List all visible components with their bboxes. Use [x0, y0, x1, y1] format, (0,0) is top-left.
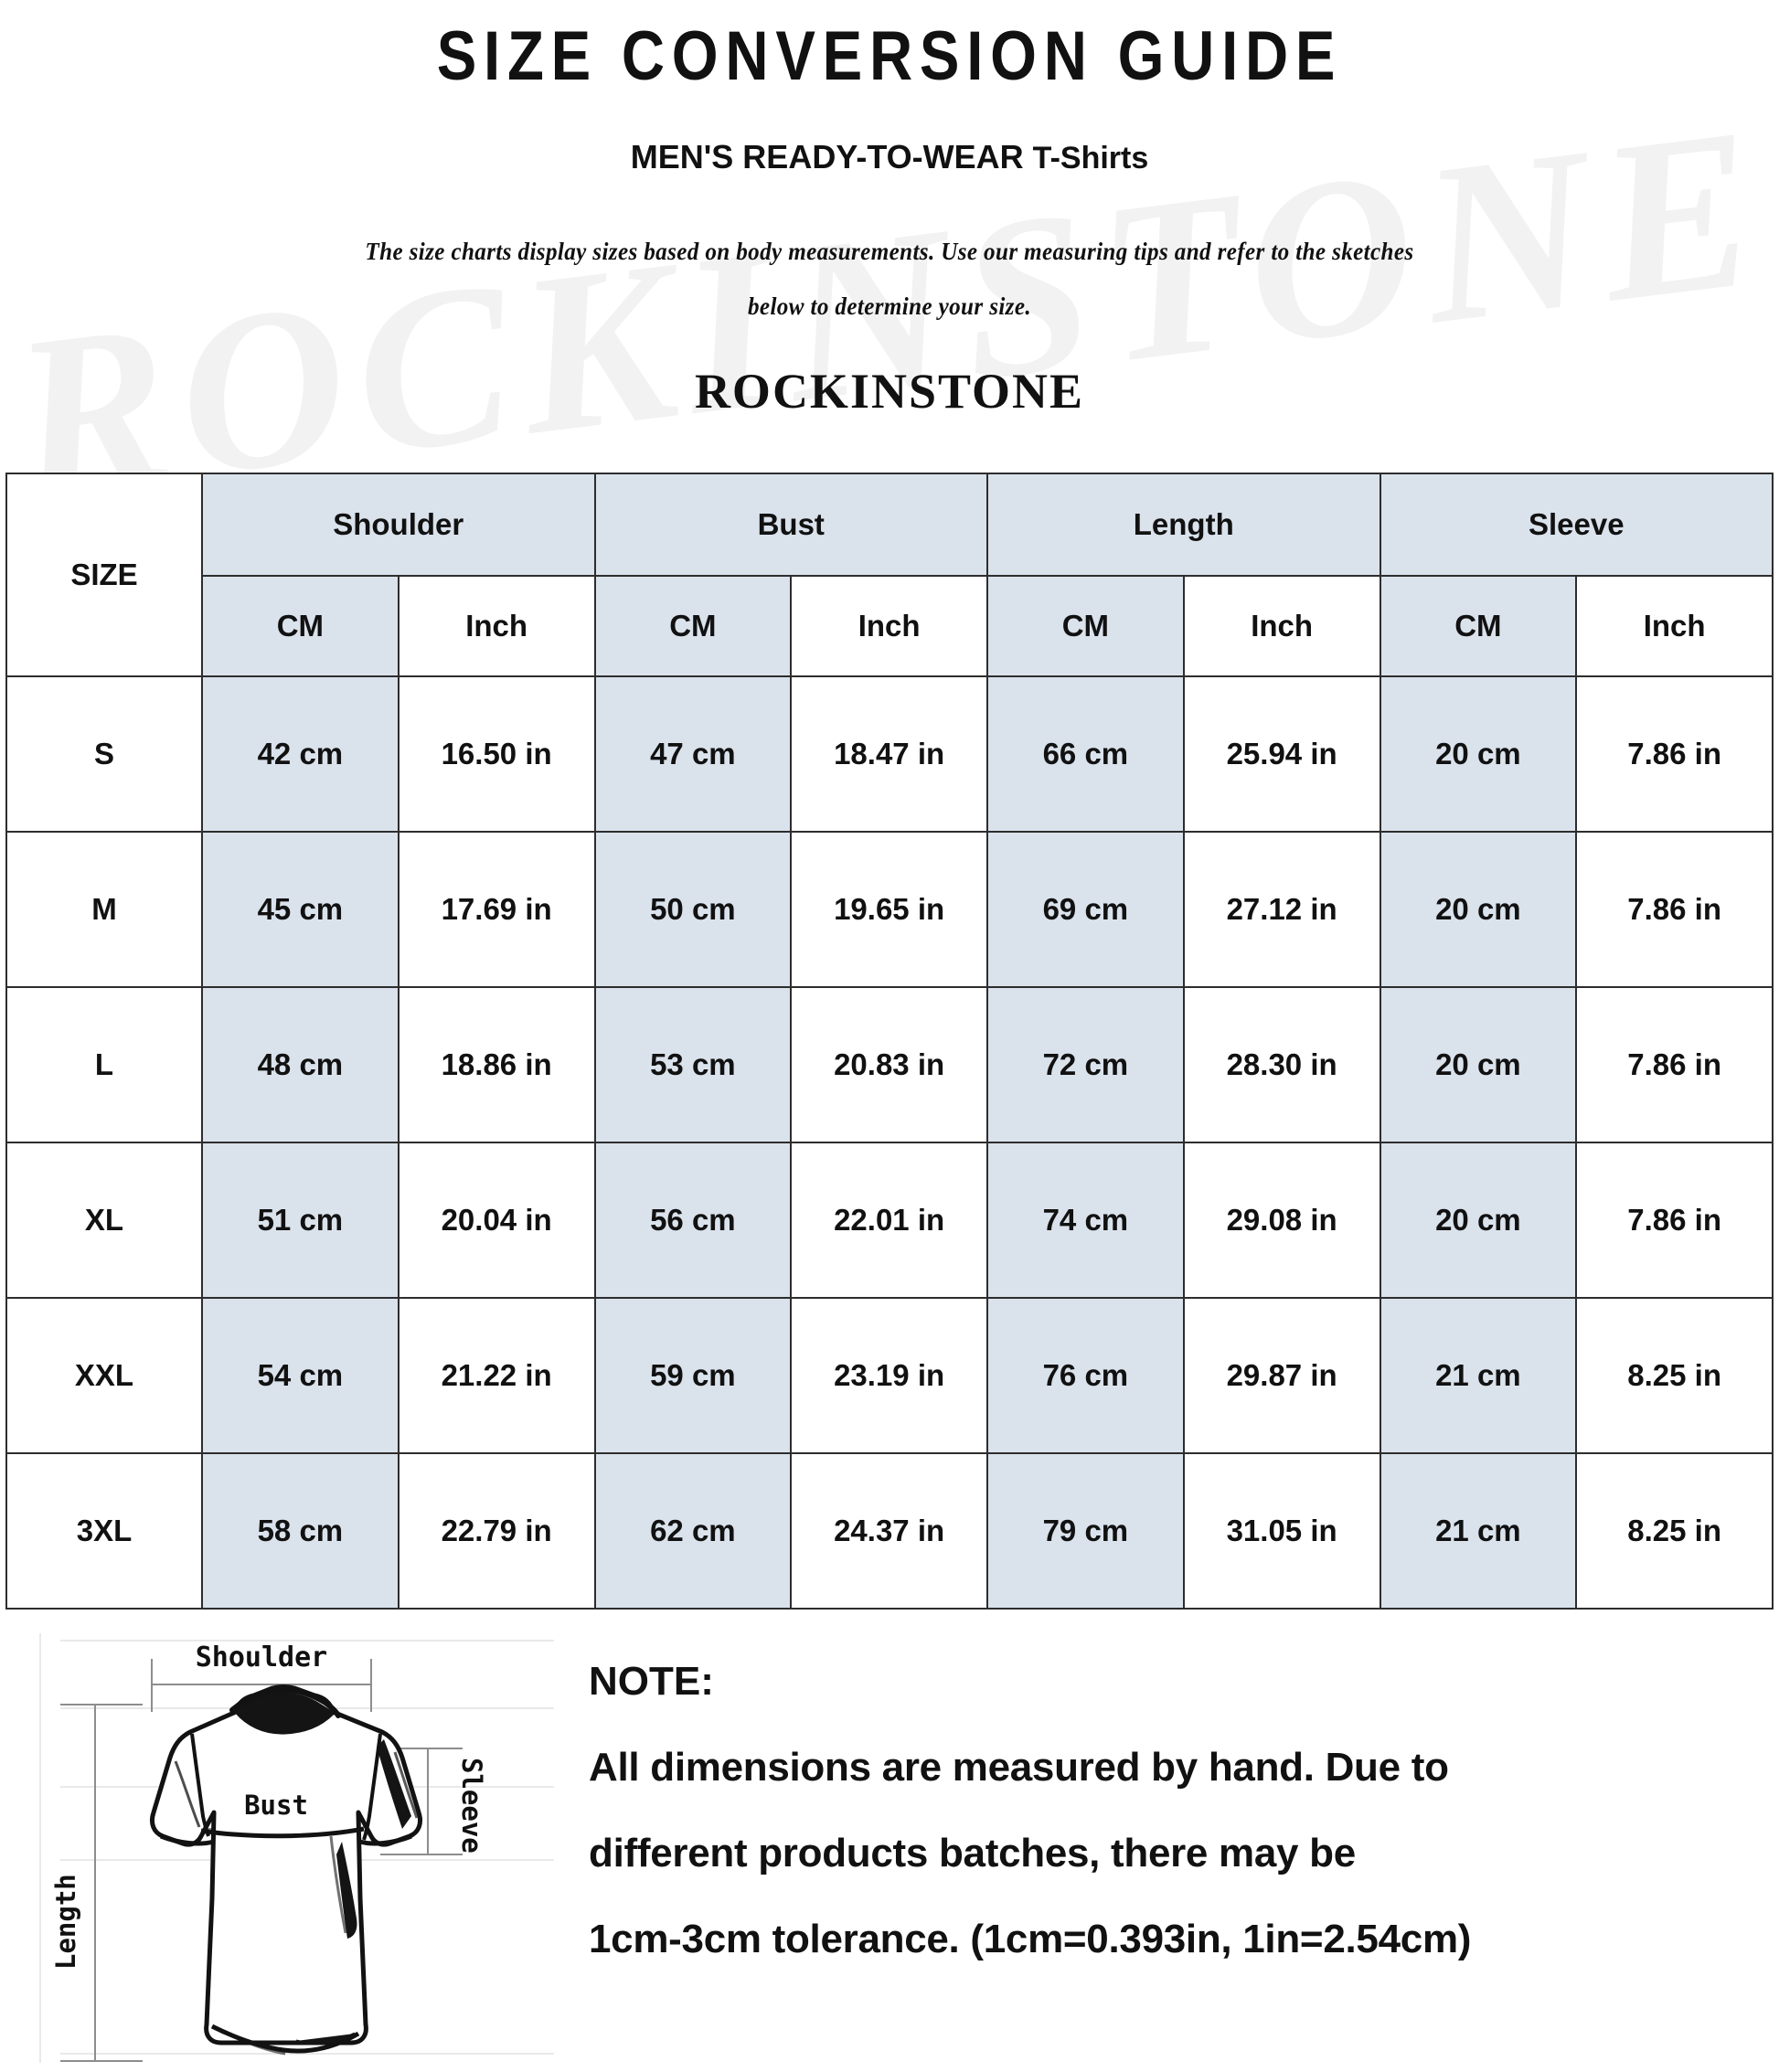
diagram-label-bust: Bust	[244, 1790, 308, 1821]
cell-length-inch: 25.94 in	[1182, 675, 1381, 833]
cell-length-inch: 29.87 in	[1182, 1297, 1381, 1454]
cell-bust-inch: 18.47 in	[790, 675, 988, 833]
note-block: NOTE: All dimensions are measured by han…	[572, 1624, 1779, 1962]
unit-sleeve-cm: CM	[1379, 575, 1578, 677]
cell-size: L	[5, 986, 203, 1143]
diagram-label-length: Length	[50, 1874, 81, 1970]
cell-shoulder-inch: 20.04 in	[397, 1142, 596, 1299]
unit-length-inch: Inch	[1182, 575, 1381, 677]
cell-sleeve-inch: 8.25 in	[1575, 1452, 1774, 1610]
unit-sleeve-inch: Inch	[1575, 575, 1774, 677]
page-subtitle: MEN'S READY-TO-WEAR T-Shirts	[0, 138, 1779, 176]
diagram-label-shoulder: Shoulder	[196, 1642, 328, 1674]
table-row: 3XL 58 cm 22.79 in 62 cm 24.37 in 79 cm …	[5, 1452, 1774, 1610]
subtitle-category: MEN'S READY-TO-WEAR	[630, 138, 1024, 175]
size-conversion-table: SIZE Shoulder Bust Length Sleeve CM Inch…	[5, 473, 1774, 1610]
header-bust: Bust	[593, 473, 988, 577]
brand-name: ROCKINSTONE	[694, 364, 1085, 419]
note-line-1: All dimensions are measured by hand. Due…	[589, 1745, 1449, 1790]
cell-bust-inch: 24.37 in	[790, 1452, 988, 1610]
cell-bust-cm: 62 cm	[593, 1452, 793, 1610]
size-guide-page: SIZE CONVERSION GUIDE MEN'S READY-TO-WEA…	[0, 16, 1779, 2072]
table-row: M 45 cm 17.69 in 50 cm 19.65 in 69 cm 27…	[5, 831, 1774, 988]
note-line-3: 1cm-3cm tolerance. (1cm=0.393in, 1in=2.5…	[589, 1917, 1472, 1961]
header-length: Length	[986, 473, 1381, 577]
table-row: L 48 cm 18.86 in 53 cm 20.83 in 72 cm 28…	[5, 986, 1774, 1143]
note-line-2: different products batches, there may be	[589, 1831, 1356, 1875]
cell-sleeve-inch: 7.86 in	[1575, 986, 1774, 1143]
cell-sleeve-cm: 21 cm	[1379, 1452, 1578, 1610]
table-header-group-row: SIZE Shoulder Bust Length Sleeve	[5, 473, 1774, 677]
cell-bust-cm: 50 cm	[593, 831, 793, 988]
table-row: XXL 54 cm 21.22 in 59 cm 23.19 in 76 cm …	[5, 1297, 1774, 1454]
cell-length-cm: 76 cm	[986, 1297, 1185, 1454]
cell-shoulder-inch: 16.50 in	[397, 675, 596, 833]
table-header-unit-row: CM Inch CM Inch CM Inch CM Inch	[6, 575, 1774, 677]
diagram-label-sleeve: Sleeve	[456, 1758, 487, 1854]
table-row: XL 51 cm 20.04 in 56 cm 22.01 in 74 cm 2…	[5, 1142, 1774, 1299]
cell-sleeve-inch: 7.86 in	[1575, 1142, 1774, 1299]
cell-bust-inch: 23.19 in	[790, 1297, 988, 1454]
header-sleeve: Sleeve	[1379, 473, 1774, 577]
cell-length-inch: 28.30 in	[1182, 986, 1381, 1143]
page-title: SIZE CONVERSION GUIDE	[436, 17, 1343, 95]
note-title: NOTE:	[589, 1659, 714, 1704]
cell-length-cm: 69 cm	[986, 831, 1185, 988]
cell-size: 3XL	[5, 1452, 203, 1610]
unit-length-cm: CM	[986, 575, 1185, 677]
cell-sleeve-cm: 20 cm	[1379, 1142, 1578, 1299]
cell-shoulder-cm: 48 cm	[201, 986, 399, 1143]
cell-size: XXL	[5, 1297, 203, 1454]
header-size: SIZE	[5, 473, 203, 677]
subtitle-product: T-Shirts	[1032, 141, 1149, 175]
cell-shoulder-inch: 21.22 in	[397, 1297, 596, 1454]
cell-length-cm: 74 cm	[986, 1142, 1185, 1299]
cell-length-cm: 66 cm	[986, 675, 1185, 833]
cell-shoulder-cm: 45 cm	[201, 831, 399, 988]
unit-bust-inch: Inch	[790, 575, 988, 677]
tshirt-measurement-diagram: Shoulder Bust Length Sleeve	[5, 1624, 572, 2072]
cell-bust-cm: 47 cm	[593, 675, 793, 833]
header-shoulder: Shoulder	[201, 473, 596, 577]
cell-size: S	[5, 675, 203, 833]
cell-shoulder-cm: 42 cm	[201, 675, 399, 833]
cell-sleeve-cm: 20 cm	[1379, 675, 1578, 833]
cell-shoulder-cm: 58 cm	[201, 1452, 399, 1610]
cell-shoulder-cm: 51 cm	[201, 1142, 399, 1299]
cell-bust-inch: 20.83 in	[790, 986, 988, 1143]
cell-bust-inch: 19.65 in	[790, 831, 988, 988]
cell-sleeve-cm: 20 cm	[1379, 831, 1578, 988]
cell-sleeve-inch: 7.86 in	[1575, 675, 1774, 833]
table-row: S 42 cm 16.50 in 47 cm 18.47 in 66 cm 25…	[5, 675, 1774, 833]
cell-sleeve-inch: 8.25 in	[1575, 1297, 1774, 1454]
cell-bust-cm: 53 cm	[593, 986, 793, 1143]
cell-length-cm: 79 cm	[986, 1452, 1185, 1610]
cell-shoulder-inch: 18.86 in	[397, 986, 596, 1143]
intro-line-1: The size charts display sizes based on b…	[365, 238, 1414, 265]
cell-size: XL	[5, 1142, 203, 1299]
cell-shoulder-inch: 17.69 in	[397, 831, 596, 988]
cell-length-inch: 27.12 in	[1182, 831, 1381, 988]
bottom-section: Shoulder Bust Length Sleeve NOTE: All di…	[0, 1624, 1779, 2072]
unit-shoulder-cm: CM	[201, 575, 399, 677]
cell-bust-cm: 56 cm	[593, 1142, 793, 1299]
cell-bust-cm: 59 cm	[593, 1297, 793, 1454]
cell-length-inch: 29.08 in	[1182, 1142, 1381, 1299]
cell-size: M	[5, 831, 203, 988]
unit-shoulder-inch: Inch	[397, 575, 596, 677]
cell-sleeve-cm: 21 cm	[1379, 1297, 1578, 1454]
cell-length-inch: 31.05 in	[1182, 1452, 1381, 1610]
cell-sleeve-inch: 7.86 in	[1575, 831, 1774, 988]
intro-paragraph: The size charts display sizes based on b…	[312, 224, 1468, 334]
intro-line-2: below to determine your size.	[747, 292, 1032, 320]
unit-bust-cm: CM	[593, 575, 793, 677]
cell-shoulder-inch: 22.79 in	[397, 1452, 596, 1610]
size-table-wrapper: SIZE Shoulder Bust Length Sleeve CM Inch…	[5, 473, 1774, 1610]
cell-length-cm: 72 cm	[986, 986, 1185, 1143]
cell-bust-inch: 22.01 in	[790, 1142, 988, 1299]
cell-shoulder-cm: 54 cm	[201, 1297, 399, 1454]
cell-sleeve-cm: 20 cm	[1379, 986, 1578, 1143]
